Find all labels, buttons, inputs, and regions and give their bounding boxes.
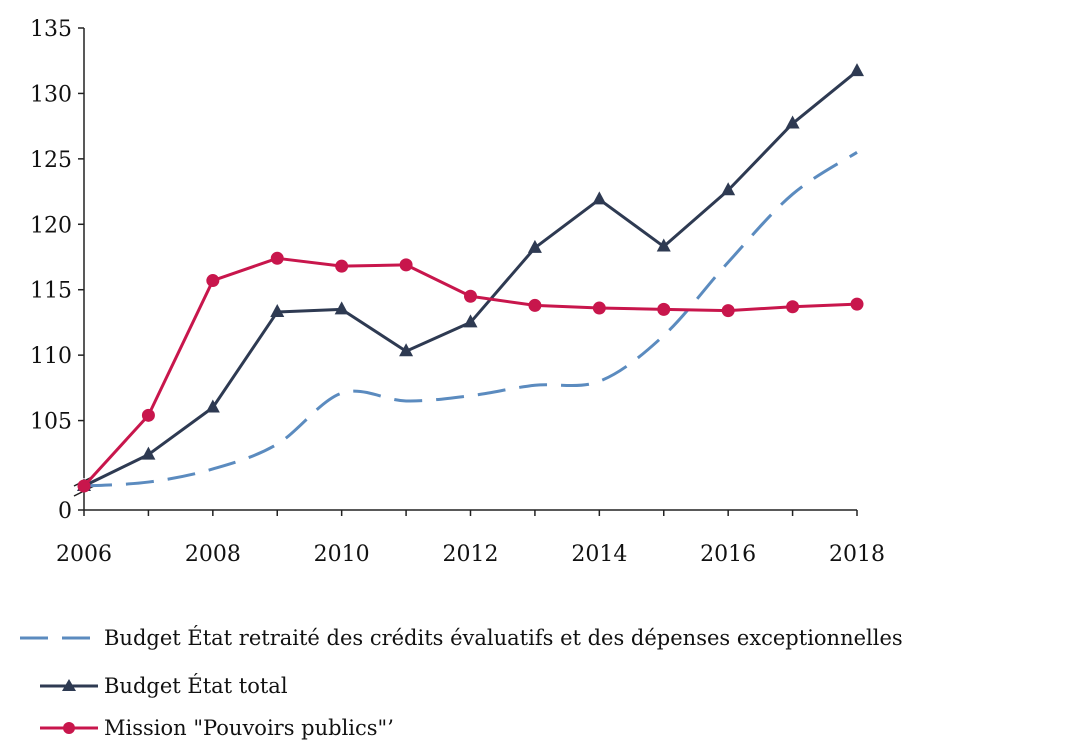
y-tick-label: 110 [30, 344, 72, 369]
legend-item-total: Budget État total [40, 674, 288, 698]
y-tick-label: 0 [58, 499, 72, 524]
legend-label-retraite: Budget État retraité des crédits évaluat… [104, 626, 903, 650]
legend-label-total: Budget État total [104, 674, 288, 698]
data-point-triangle [399, 343, 414, 357]
x-tick-label: 2014 [571, 542, 627, 567]
legend-item-pouvoirs-publics: Mission "Pouvoirs publics"’ [40, 716, 394, 740]
data-point-circle [464, 289, 477, 303]
x-tick-label: 2008 [185, 542, 241, 567]
series-line-0 [83, 151, 858, 488]
x-tick-label: 2006 [56, 542, 112, 567]
data-point-circle [850, 297, 864, 311]
series-layer [77, 63, 864, 493]
data-point-circle [657, 302, 671, 316]
y-tick-label: 130 [30, 82, 72, 107]
data-point-triangle [205, 399, 220, 413]
x-tick-label: 2010 [314, 542, 370, 567]
data-point-circle [335, 259, 349, 273]
data-point-triangle [463, 314, 478, 328]
data-point-triangle [721, 182, 736, 196]
data-point-circle [77, 479, 91, 493]
legend-label-pouvoirs-publics: Mission "Pouvoirs publics"’ [104, 716, 394, 740]
data-point-triangle [141, 446, 156, 460]
data-point-circle [592, 301, 606, 315]
y-tick-label: 105 [30, 410, 72, 435]
data-point-circle [141, 408, 155, 422]
data-point-triangle [527, 239, 542, 253]
data-point-triangle [785, 115, 800, 129]
data-point-triangle [850, 63, 864, 77]
data-point-triangle [270, 303, 285, 317]
legend-marker-pouvoirs-publics [63, 722, 75, 734]
data-point-circle [786, 300, 800, 314]
y-tick-label: 115 [30, 279, 72, 304]
x-tick-label: 2018 [829, 542, 885, 567]
data-point-circle [721, 304, 735, 318]
legend-marker-total [62, 679, 76, 691]
y-tick-label: 125 [30, 148, 72, 173]
x-tick-label: 2016 [700, 542, 756, 567]
series-line-1 [83, 70, 858, 488]
data-point-triangle [334, 301, 349, 315]
data-point-circle [399, 258, 413, 272]
data-point-circle [206, 274, 220, 288]
y-tick-label: 135 [30, 17, 72, 42]
legend-item-retraite: Budget État retraité des crédits évaluat… [20, 626, 903, 650]
data-point-circle [270, 251, 284, 265]
legend: Budget État retraité des crédits évaluat… [20, 626, 903, 740]
data-point-triangle [592, 191, 607, 205]
axes: 0 105 110 115 120 125 130 135 2006 2008 2010 2012 20… [30, 17, 885, 567]
x-tick-label: 2012 [443, 542, 499, 567]
data-point-circle [528, 298, 542, 312]
y-tick-label: 120 [30, 213, 72, 238]
data-point-triangle [656, 238, 671, 252]
